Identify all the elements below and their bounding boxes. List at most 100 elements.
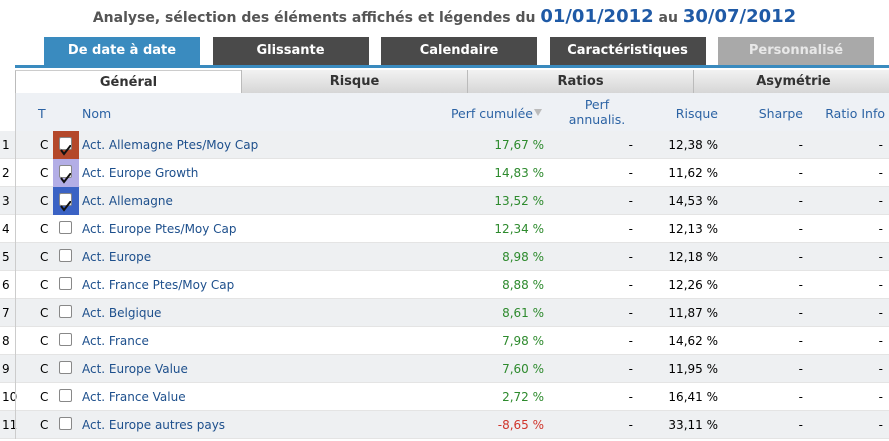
checkbox-cell [53,411,79,439]
ratio-info: - [878,306,883,320]
sort-arrow [534,109,542,116]
checkbox[interactable] [59,361,72,374]
perf: 8,61 % [502,306,544,320]
type: C [40,194,49,208]
sharpe: - [798,166,803,180]
fund-name[interactable]: Act. France Ptes/Moy Cap [82,278,235,292]
checkbox[interactable] [59,305,72,318]
ratio-info: - [878,334,883,348]
subtab[interactable]: Asymétrie [693,70,889,93]
perf-annualised: - [628,362,633,376]
fund-name[interactable]: Act. France [82,334,149,348]
checkbox[interactable] [59,221,72,234]
fund-name[interactable]: Act. Europe Ptes/Moy Cap [82,222,237,236]
checkbox[interactable] [59,249,72,262]
checkbox[interactable] [59,333,72,346]
start-date: 01/01/2012 [540,6,654,27]
row-index: 9 [2,362,10,376]
risk: 11,87 % [668,306,718,320]
table-row: 11 C Act. Europe autres pays -8,65 % - 33,11 … [0,411,889,439]
sharpe: - [798,334,803,348]
table-row: 2 C Act. Europe Growth 14,83 % - 11,62 % - - [0,159,889,187]
checkbox-cell [53,187,79,215]
risk: 12,18 % [668,250,718,264]
col-header[interactable]: Sharpe [758,106,803,121]
risk: 12,26 % [668,278,718,292]
col-header[interactable]: Risque [675,106,718,121]
ratio-info: - [878,278,883,292]
perf: 14,83 % [494,166,544,180]
ratio-info: - [878,362,883,376]
col-header[interactable]: Perf cumulée [450,106,533,121]
divider [15,187,16,215]
perf-annualised: - [628,278,633,292]
tab[interactable]: De date à date [44,37,200,65]
checkbox-cell [53,327,79,355]
fund-name[interactable]: Act. Europe [82,250,152,264]
subtab[interactable]: Général [15,70,241,93]
check-mark [60,200,72,212]
fund-name[interactable]: Act. Europe Value [82,362,188,376]
divider [15,383,16,411]
checkbox-cell [53,271,79,299]
checkbox[interactable] [59,389,72,402]
type: C [40,250,49,264]
tab[interactable]: Calendaire [381,37,537,65]
checkbox[interactable] [59,277,72,290]
checkbox[interactable] [59,417,72,430]
risk: 11,95 % [668,362,718,376]
subtab[interactable]: Risque [241,70,467,93]
tab[interactable]: Caractéristiques [549,37,706,65]
fund-name[interactable]: Act. Europe Growth [82,166,199,180]
type: C [40,278,49,292]
end-date: 30/07/2012 [682,6,797,27]
risk: 11,62 % [668,166,718,180]
check-mark [60,172,72,184]
row-index: 5 [2,250,10,264]
check-mark [60,144,72,156]
divider [15,243,16,271]
fund-name[interactable]: Act. Belgique [82,306,162,320]
sharpe: - [798,278,803,292]
fund-name[interactable]: Act. Allemagne [82,194,173,208]
divider [15,411,16,439]
type: C [40,306,49,320]
perf: -8,65 % [497,418,544,432]
checkbox-cell [53,131,79,159]
checkbox[interactable] [59,165,72,184]
col-header[interactable]: Perf annualis. [568,97,626,127]
sharpe: - [798,222,803,236]
divider [15,159,16,187]
checkbox-cell [53,243,79,271]
fund-name[interactable]: Act. Europe autres pays [82,418,226,432]
col-header[interactable]: Ratio Info [825,106,885,121]
perf-annualised: - [628,222,633,236]
checkbox-cell [53,355,79,383]
risk: 33,11 % [668,418,718,432]
checkbox[interactable] [59,193,72,212]
table-row: 9 C Act. Europe Value 7,60 % - 11,95 % - - [0,355,889,383]
perf-annualised: - [628,166,633,180]
subtab[interactable]: Ratios [467,70,693,93]
perf: 8,98 % [502,250,544,264]
risk: 16,41 % [668,390,718,404]
checkbox-cell [53,383,79,411]
col-header[interactable]: T [38,106,46,121]
tab[interactable]: Glissante [212,37,369,65]
risk: 14,53 % [668,194,718,208]
checkbox[interactable] [59,137,72,156]
ratio-info: - [878,194,883,208]
col-header[interactable]: Nom [82,106,112,121]
divider [15,131,16,159]
table-row: 8 C Act. France 7,98 % - 14,62 % - - [0,327,889,355]
fund-name[interactable]: Act. Allemagne Ptes/Moy Cap [82,138,259,152]
fund-name[interactable]: Act. France Value [82,390,186,404]
divider [15,299,16,327]
ratio-info: - [878,418,883,432]
checkbox-cell [53,299,79,327]
perf: 7,60 % [502,362,544,376]
row-index: 10 [2,390,18,404]
sharpe: - [798,362,803,376]
sharpe: - [798,250,803,264]
type: C [40,418,49,432]
